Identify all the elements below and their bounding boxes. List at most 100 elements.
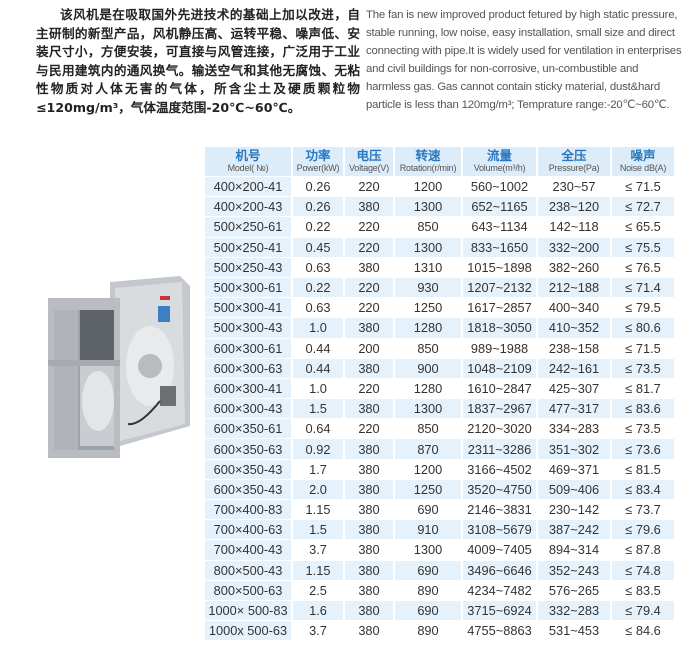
cell-volume: 3496~6646 (463, 560, 536, 580)
cell-noise: ≤ 81.7 (625, 380, 661, 396)
cell-model: 600×300-63 (205, 358, 291, 378)
cell-voltage: 220 (358, 300, 380, 316)
cell-rotation: 1250 (395, 479, 461, 499)
cell-model: 400×200-41 (205, 177, 291, 197)
table-row: 700×400-43 3.7 380 1300 4009~7405 894~314 ≤ 87… (205, 540, 674, 560)
cell-volume: 1207~2132 (463, 277, 536, 298)
cell-pressure: 387~242 (538, 520, 610, 540)
cell-noise: ≤ 73.6 (612, 439, 674, 459)
cell-rotation: 1310 (413, 259, 443, 275)
cell-pressure: 425~307 (548, 380, 600, 396)
cell-voltage: 380 (345, 399, 393, 419)
cell-pressure: 242~161 (538, 358, 610, 378)
cell-pressure: 894~314 (548, 542, 600, 558)
cell-volume: 3166~4502 (467, 461, 532, 477)
cell-model: 500×250-61 (205, 217, 291, 237)
cell-power: 3.7 (309, 623, 327, 639)
cell-voltage: 380 (358, 461, 380, 477)
cell-rotation: 850 (417, 219, 439, 235)
cell-volume: 1617~2857 (467, 300, 532, 316)
cell-power: 0.26 (293, 197, 343, 217)
cell-rotation: 1280 (413, 380, 443, 396)
description-chinese: 该风机是在吸取国外先进技术的基础上加以改进，自主研制的新型产品，风机静压高、运转… (36, 7, 360, 115)
cell-noise: ≤ 73.5 (625, 421, 661, 437)
cell-pressure: 238~120 (538, 197, 610, 217)
cell-voltage: 380 (358, 542, 380, 558)
cell-pressure: 212~188 (538, 277, 610, 298)
cell-power: 0.63 (305, 300, 331, 316)
cell-pressure: 410~352 (538, 318, 610, 338)
cell-volume: 833~1650 (463, 237, 536, 257)
cell-power: 2.0 (293, 479, 343, 499)
table-row: 600×300-63 0.44 380 900 1048~2109 242~161 ≤ 73… (205, 358, 674, 378)
table-row: 600×300-41 1.0 220 1280 1610~2847 425~307 ≤ 81… (205, 378, 674, 399)
cell-rotation: 850 (417, 421, 439, 437)
table-row: 500×300-43 1.0 380 1280 1818~3050 410~352 ≤ 80… (205, 318, 674, 338)
cell-noise: ≤ 65.5 (625, 219, 661, 235)
cell-volume: 3108~5679 (463, 520, 536, 540)
cell-pressure: 230~142 (548, 502, 600, 518)
cell-rotation: 690 (395, 560, 461, 580)
cell-model: 600×300-61 (205, 338, 291, 358)
cell-power: 0.26 (305, 179, 331, 195)
table-row: 600×350-43 1.7 380 1200 3166~4502 469~371 ≤ 81… (205, 459, 674, 479)
cell-voltage: 380 (345, 600, 393, 621)
table-row: 600×350-63 0.92 380 870 2311~3286 351~302 ≤ 73… (205, 439, 674, 459)
table-row: 600×350-43 2.0 380 1250 3520~4750 509~406 ≤ 83… (205, 479, 674, 499)
cell-voltage: 380 (345, 197, 393, 217)
cell-model: 800×500-43 (205, 560, 291, 580)
header-voltage: 电压 Voltage(V) (345, 147, 393, 176)
cell-volume: 4755~8863 (467, 623, 532, 639)
cell-power: 3.7 (309, 542, 327, 558)
cell-noise: ≤ 87.8 (625, 542, 661, 558)
cell-noise: ≤ 79.4 (612, 600, 674, 621)
cell-power: 2.5 (309, 582, 327, 598)
cell-noise: ≤ 73.7 (625, 502, 661, 518)
cell-power: 0.22 (305, 219, 331, 235)
cell-volume: 3715~6924 (463, 600, 536, 621)
cell-model: 800×500-63 (205, 580, 291, 600)
header-pressure: 全压 Pressure(Pa) (538, 147, 610, 176)
cell-volume: 1048~2109 (463, 358, 536, 378)
cell-rotation: 900 (395, 358, 461, 378)
cell-volume: 3520~4750 (463, 479, 536, 499)
cell-power: 1.7 (309, 461, 327, 477)
table-row: 700×400-83 1.15 380 690 2146~3831 230~142 ≤ 73… (205, 500, 674, 520)
cell-rotation: 890 (417, 582, 439, 598)
cell-rotation: 870 (395, 439, 461, 459)
cell-volume: 652~1165 (463, 197, 536, 217)
description-english: The fan is new improved product fetured … (366, 9, 682, 111)
table-row: 600×300-61 0.44 200 850 989~1988 238~158 ≤ 71.… (205, 338, 674, 358)
cell-noise: ≤ 79.5 (625, 300, 661, 316)
cell-volume: 989~1988 (470, 340, 529, 356)
cell-model: 600×350-43 (205, 459, 291, 479)
cell-volume: 643~1134 (471, 219, 528, 235)
table-row: 1000× 500-83 1.6 380 690 3715~6924 332~283 ≤ 7… (205, 600, 674, 621)
cell-model: 500×250-43 (205, 257, 291, 277)
cell-power: 0.22 (293, 277, 343, 298)
cell-power: 0.44 (293, 358, 343, 378)
cell-voltage: 380 (345, 318, 393, 338)
cell-voltage: 380 (345, 520, 393, 540)
table-row: 500×250-43 0.63 380 1310 1015~1898 382~260 ≤ 7… (205, 257, 674, 277)
cell-pressure: 351~302 (538, 439, 610, 459)
cell-pressure: 400~340 (548, 300, 600, 316)
cell-voltage: 220 (358, 380, 380, 396)
cell-model: 600×350-63 (205, 439, 291, 459)
cell-rotation: 1250 (413, 300, 443, 316)
cell-model: 500×300-43 (205, 318, 291, 338)
cell-power: 1.0 (293, 318, 343, 338)
cell-voltage: 220 (345, 277, 393, 298)
cell-power: 1.6 (293, 600, 343, 621)
table-row: 1000x 500-63 3.7 380 890 4755~8863 531~453 ≤ 8… (205, 621, 674, 641)
cell-power: 0.45 (293, 237, 343, 257)
cell-power: 0.64 (305, 421, 331, 437)
cell-pressure: 230~57 (552, 179, 596, 195)
cell-rotation: 1300 (395, 237, 461, 257)
cell-noise: ≤ 74.8 (612, 560, 674, 580)
cell-model: 600×300-41 (205, 378, 291, 399)
cell-volume: 560~1002 (470, 179, 529, 195)
cell-noise: ≤ 79.6 (612, 520, 674, 540)
cell-pressure: 477~317 (538, 399, 610, 419)
cell-pressure: 332~283 (538, 600, 610, 621)
